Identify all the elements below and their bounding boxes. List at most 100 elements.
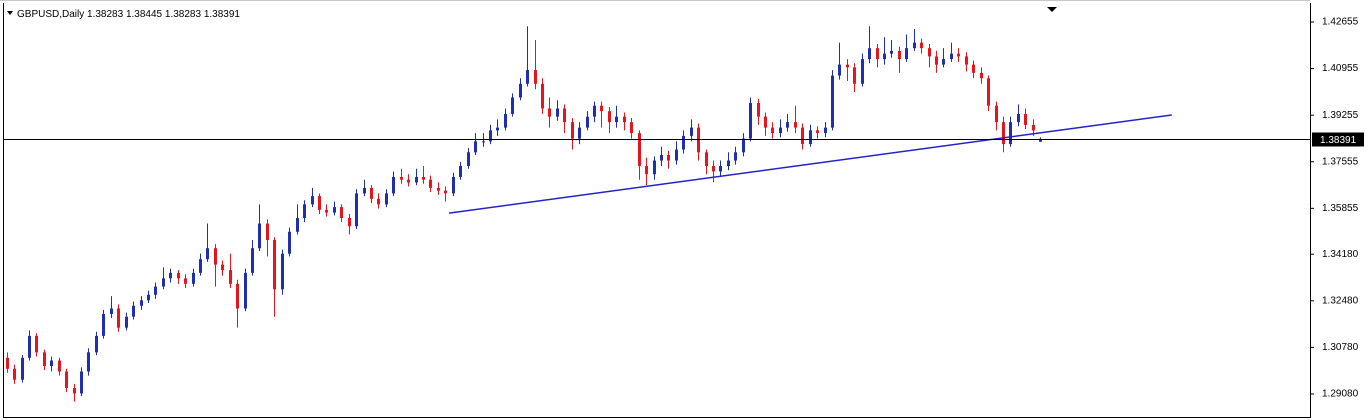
candle-body — [496, 127, 499, 131]
header-open: 1.38283 — [87, 9, 124, 20]
candle-body — [816, 130, 819, 134]
candle-body — [734, 152, 737, 161]
candle-body — [73, 387, 76, 394]
candle-body — [653, 160, 656, 175]
candle-body — [1024, 113, 1027, 125]
candle-body — [571, 122, 574, 139]
candle-body — [28, 335, 31, 358]
candle-body — [883, 53, 886, 60]
candle-body — [935, 56, 938, 65]
candle-body — [801, 127, 804, 145]
candle-body — [846, 64, 849, 68]
candle-body — [541, 83, 544, 109]
candle-body — [942, 59, 945, 65]
candle-body — [258, 223, 261, 249]
candle-body — [824, 127, 827, 134]
candle-body — [400, 176, 403, 180]
candle-body — [548, 108, 551, 117]
candle-body — [385, 193, 388, 205]
candle-body — [214, 248, 217, 265]
candle-body — [117, 308, 120, 328]
header-close: 1.38391 — [204, 9, 241, 20]
candle-body — [853, 67, 856, 84]
candle-body — [296, 218, 299, 232]
header-low: 1.38283 — [165, 9, 202, 20]
candle-body — [950, 53, 953, 60]
candle-body — [13, 368, 16, 380]
candle-body — [600, 105, 603, 112]
current-price-box — [1312, 132, 1364, 147]
candle-body — [154, 286, 157, 295]
y-tick-label: 1.34180 — [1322, 249, 1359, 260]
candle-body — [95, 335, 98, 353]
y-tick-label: 1.37555 — [1322, 156, 1359, 167]
candle-body — [125, 316, 128, 328]
candle-body — [965, 56, 968, 65]
candle-body — [281, 253, 284, 290]
candle-body — [861, 59, 864, 84]
candle-body — [251, 248, 254, 273]
candle-body — [370, 187, 373, 199]
candle-body — [749, 102, 752, 139]
candle-body — [407, 179, 410, 183]
candle-body — [794, 122, 797, 128]
candle-body — [184, 278, 187, 284]
y-tick-label: 1.35855 — [1322, 203, 1359, 214]
candle-body — [898, 50, 901, 60]
candle-body — [972, 64, 975, 73]
candle-body — [236, 283, 239, 309]
candle-body — [623, 116, 626, 123]
candle-body — [675, 149, 678, 161]
candle-body — [526, 70, 529, 84]
candle-body — [444, 190, 447, 194]
candle-body — [920, 42, 923, 49]
candle-body — [140, 300, 143, 306]
candle-body — [21, 357, 24, 380]
candle-body — [392, 176, 395, 194]
candle-body — [705, 152, 708, 166]
candle-body — [311, 196, 314, 205]
candle-body — [6, 357, 9, 369]
y-tick-label: 1.30780 — [1322, 342, 1359, 353]
candle-body — [221, 264, 224, 271]
candle-body — [348, 218, 351, 227]
candle-body — [303, 204, 306, 219]
candle-body — [266, 223, 269, 240]
candle-body — [876, 48, 879, 60]
candle-body — [429, 179, 432, 188]
candle-body — [764, 116, 767, 128]
candle-body — [905, 48, 908, 60]
y-tick-label: 1.42655 — [1322, 17, 1359, 28]
candle-body — [957, 53, 960, 57]
current-price-label: 1.38391 — [1320, 135, 1357, 146]
candle-body — [638, 133, 641, 166]
candle-body — [87, 352, 90, 372]
candle-body — [928, 48, 931, 57]
candle-body — [809, 130, 812, 145]
candle-body — [318, 196, 321, 210]
candle-body — [147, 294, 150, 301]
candle-body — [80, 371, 83, 394]
candle-body — [169, 272, 172, 279]
candle-body — [660, 155, 663, 161]
candle-body — [556, 108, 559, 117]
candle-body — [1002, 122, 1005, 145]
candle-body — [244, 272, 247, 309]
candle-body — [43, 352, 46, 367]
candle-body — [58, 360, 61, 372]
header-arrow — [7, 11, 13, 15]
candle-body — [377, 198, 380, 205]
plot-area — [6, 26, 1042, 402]
candle-body — [980, 72, 983, 79]
trendline — [448, 114, 1172, 214]
y-tick-label: 1.39255 — [1322, 110, 1359, 121]
candle-body — [35, 335, 38, 353]
chart-header: GBPUSD,Daily 1.38283 1.38445 1.38283 1.3… — [17, 9, 240, 20]
candle-body — [325, 209, 328, 213]
candle-body — [482, 141, 485, 143]
candle-body — [229, 270, 232, 284]
candle-body — [682, 135, 685, 150]
